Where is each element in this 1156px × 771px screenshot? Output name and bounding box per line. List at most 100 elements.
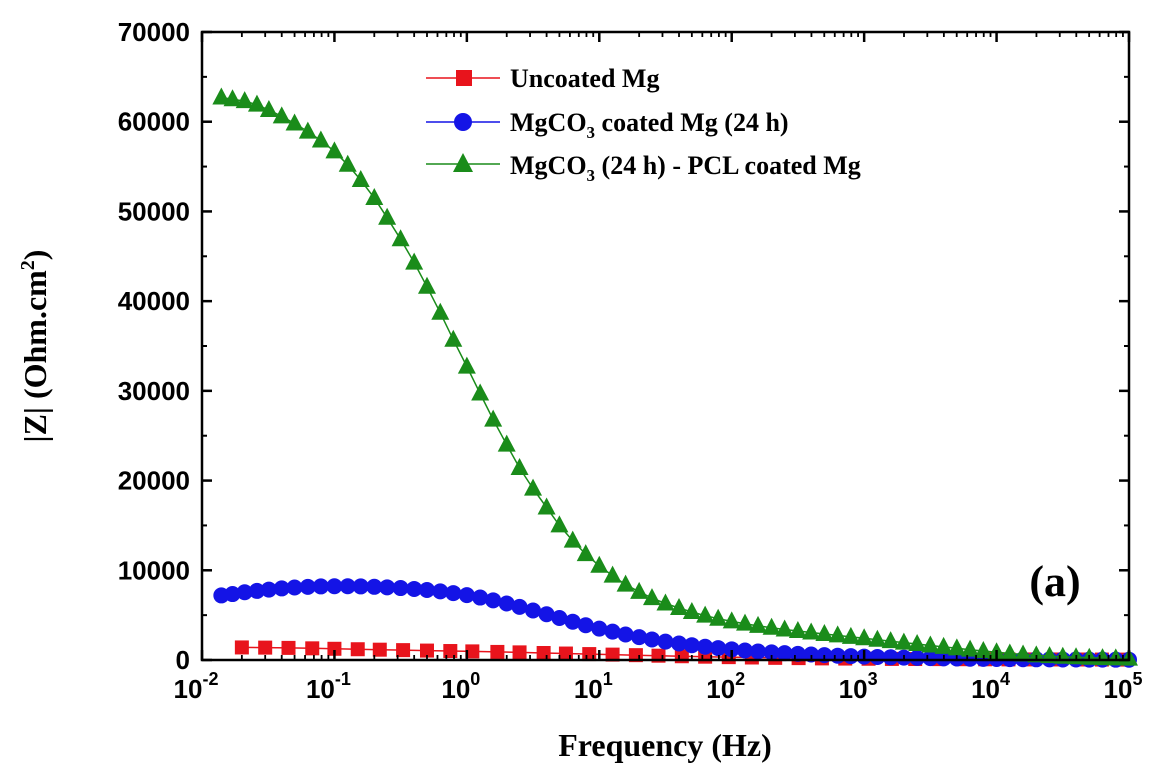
x-axis-title: Frequency (Hz) xyxy=(558,727,772,763)
data-point-circle xyxy=(418,582,435,599)
data-point-circle xyxy=(643,631,660,648)
data-point-triangle xyxy=(391,229,410,247)
data-point-triangle xyxy=(444,329,463,347)
data-point-triangle xyxy=(934,636,953,654)
data-point-square xyxy=(443,644,458,659)
data-point-circle xyxy=(909,649,926,666)
data-point-triangle xyxy=(405,252,424,270)
data-point-circle xyxy=(485,592,502,609)
y-axis-title-sup: 2 xyxy=(17,260,39,270)
data-point-triangle xyxy=(311,130,330,148)
data-point-triangle xyxy=(259,100,278,118)
data-point-circle xyxy=(591,620,608,637)
data-point-square xyxy=(327,641,342,656)
data-point-circle xyxy=(224,586,241,603)
svg-text:MgCO3 coated Mg (24 h): MgCO3 coated Mg (24 h) xyxy=(510,108,789,142)
data-point-triangle xyxy=(431,302,450,320)
data-point-triangle xyxy=(457,356,476,374)
data-point-triangle xyxy=(670,597,689,615)
data-point-circle xyxy=(339,578,356,595)
legend-entry-pcl: MgCO3 (24 h) - PCL coated Mg xyxy=(426,151,861,185)
y-tick-label: 20000 xyxy=(118,466,190,496)
data-point-circle xyxy=(538,606,555,623)
x-axis: 10-2 10-1 100 101 102 103 104 105 xyxy=(174,32,1143,704)
data-point-triangle xyxy=(550,515,569,533)
data-point-triangle xyxy=(603,565,622,583)
x-tick-label: 100 xyxy=(441,669,480,704)
data-point-triangle xyxy=(247,94,266,112)
legend-marker-triangle xyxy=(453,153,473,172)
data-point-circle xyxy=(763,644,780,661)
x-tick-label: 105 xyxy=(1104,669,1143,704)
y-tick-label: 60000 xyxy=(118,107,190,137)
data-point-circle xyxy=(525,602,542,619)
x-tick-label: 104 xyxy=(971,669,1010,704)
x-tick-label: 10-2 xyxy=(174,669,219,704)
data-point-triangle xyxy=(894,632,913,650)
x-tick-label: 10-1 xyxy=(306,669,351,704)
data-point-square xyxy=(558,646,573,661)
data-point-circle xyxy=(432,583,449,600)
svg-text:Uncoated Mg: Uncoated Mg xyxy=(510,64,659,93)
data-point-triangle xyxy=(1027,645,1046,663)
data-point-circle xyxy=(299,578,316,595)
data-point-square xyxy=(465,644,480,659)
data-point-triangle xyxy=(272,106,291,124)
legend-marker-circle xyxy=(454,113,472,131)
data-point-triangle xyxy=(235,91,254,109)
data-point-triangle xyxy=(285,113,304,131)
legend-label-mgco3-b: coated Mg (24 h) xyxy=(595,108,789,137)
data-point-triangle xyxy=(642,588,661,606)
legend-label-pcl-a: MgCO xyxy=(510,151,587,180)
data-point-circle xyxy=(631,629,648,646)
data-point-triangle xyxy=(223,89,242,107)
data-point-circle xyxy=(352,578,369,595)
y-tick-label: 40000 xyxy=(118,286,190,316)
x-tick-label: 103 xyxy=(839,669,878,704)
data-point-triangle xyxy=(417,276,436,294)
y-tick-label: 70000 xyxy=(118,17,190,47)
data-point-triangle xyxy=(471,383,490,401)
data-point-circle xyxy=(577,617,594,634)
data-point-triangle xyxy=(351,170,370,188)
y-axis: 0 10000 20000 30000 40000 50000 60000 70000 xyxy=(118,17,1129,675)
data-point-triangle xyxy=(841,626,860,644)
y-tick-label: 10000 xyxy=(118,555,190,585)
data-point-triangle xyxy=(1000,643,1019,661)
y-axis-title: |Z| (Ohm.cm2) xyxy=(17,250,53,443)
data-point-circle xyxy=(617,626,634,643)
data-point-triangle xyxy=(576,544,595,562)
data-point-circle xyxy=(379,579,396,596)
y-axis-title-main: |Z| (Ohm.cm xyxy=(17,270,53,443)
data-point-circle xyxy=(789,645,806,662)
data-point-circle xyxy=(671,635,688,652)
data-point-square xyxy=(350,642,365,657)
data-point-triangle xyxy=(855,628,874,646)
data-point-triangle xyxy=(656,593,675,611)
data-point-square xyxy=(258,640,273,655)
data-point-circle xyxy=(260,581,277,598)
data-point-circle xyxy=(564,613,581,630)
data-point-circle xyxy=(458,587,475,604)
data-point-circle xyxy=(551,610,568,627)
data-point-triangle xyxy=(298,121,317,139)
data-point-triangle xyxy=(524,478,543,496)
data-point-square xyxy=(512,645,527,660)
y-tick-label: 30000 xyxy=(118,376,190,406)
series-line xyxy=(221,96,1130,660)
y-tick-label: 50000 xyxy=(118,196,190,226)
data-point-triangle xyxy=(497,434,516,452)
data-point-triangle xyxy=(908,634,927,652)
y-axis-title-close: ) xyxy=(17,250,53,261)
data-point-triangle xyxy=(947,638,966,656)
data-point-circle xyxy=(697,638,714,655)
data-point-triangle xyxy=(325,141,344,159)
data-point-circle xyxy=(750,643,767,660)
data-point-circle xyxy=(604,623,621,640)
data-point-circle xyxy=(248,582,265,599)
data-point-triangle xyxy=(696,605,715,623)
data-point-square xyxy=(396,643,411,658)
legend-label-mgco3-sub: 3 xyxy=(587,123,596,142)
x-tick-label: 102 xyxy=(706,669,745,704)
data-point-triangle xyxy=(815,623,834,641)
